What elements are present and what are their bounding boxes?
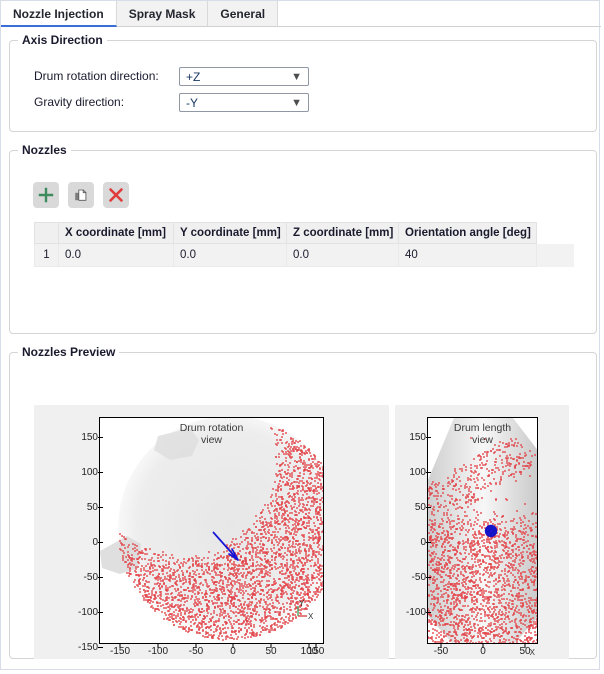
svg-text:X: X <box>308 612 314 621</box>
svg-text:Y: Y <box>299 599 305 608</box>
